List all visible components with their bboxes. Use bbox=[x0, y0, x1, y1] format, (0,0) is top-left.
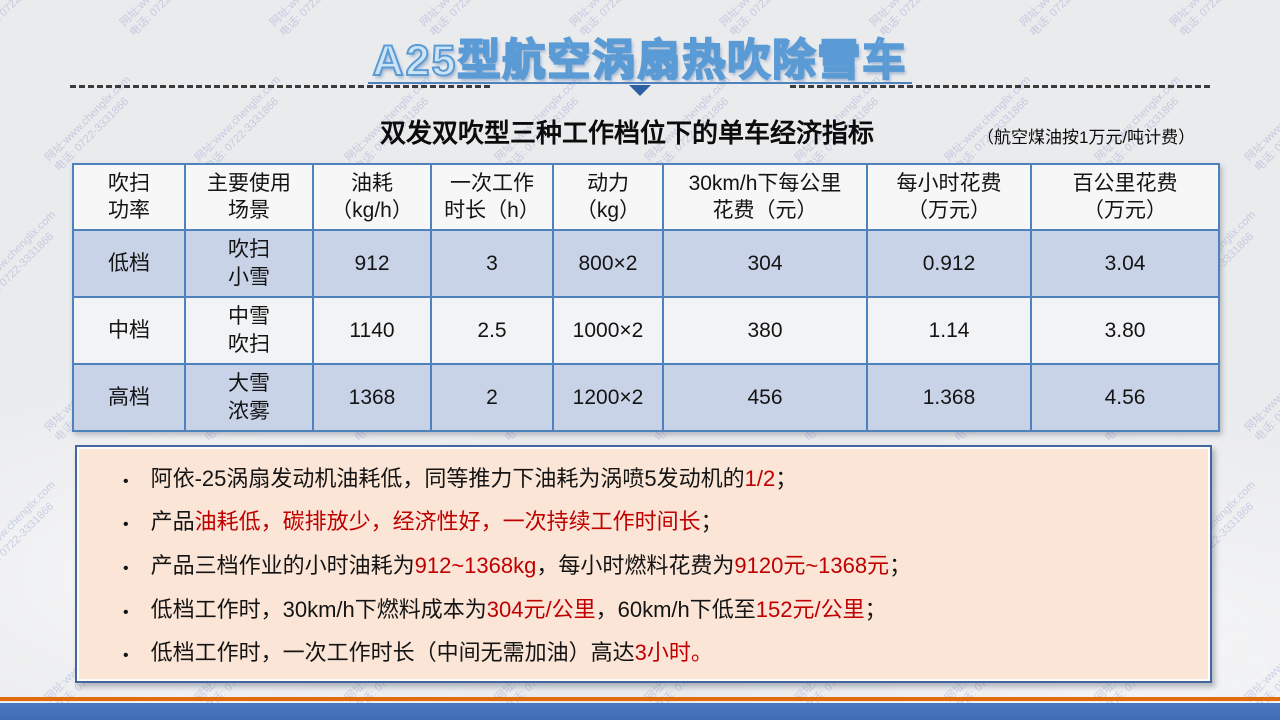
table-row-high: 高档 大雪 浓雾 1368 2 1200×2 456 1.368 4.56 bbox=[72, 363, 1220, 432]
footer-bar bbox=[0, 703, 1280, 720]
highlight-text: 9120元~1368元 bbox=[734, 552, 890, 578]
bullet-item: • 阿依-25涡扇发动机油耗低，同等推力下油耗为涡喷5发动机的1/2； bbox=[123, 461, 1184, 493]
title-underline bbox=[368, 82, 912, 84]
highlight-text: 油耗低，碳排放少，经济性好，一次持续工作时间长 bbox=[194, 509, 701, 535]
bullet-icon: • bbox=[123, 603, 129, 621]
col-header-fuel: 油耗 （kg/h） bbox=[312, 163, 432, 231]
bullet-text: 产品三档作业的小时油耗为912~1368kg，每小时燃料花费为9120元~136… bbox=[151, 548, 912, 580]
cell: 1200×2 bbox=[552, 363, 664, 432]
plain-text: ，60km/h下低至 bbox=[595, 596, 756, 622]
bullet-icon: • bbox=[123, 516, 129, 534]
plain-text: ； bbox=[775, 465, 798, 491]
table-caption-note: （航空煤油按1万元/吨计费） bbox=[977, 128, 1196, 147]
table-caption: 双发双吹型三种工作档位下的单车经济指标 bbox=[380, 118, 875, 148]
cell: 1.14 bbox=[866, 296, 1032, 365]
cell-cost-per-km: 304 bbox=[662, 229, 868, 298]
cell: 中档 bbox=[72, 296, 186, 365]
bullet-text: 低档工作时，30km/h下燃料成本为304元/公里，60km/h下低至152元/… bbox=[151, 592, 887, 624]
cell: 4.56 bbox=[1030, 363, 1220, 432]
cell: 1000×2 bbox=[552, 296, 664, 365]
triangle-down-icon bbox=[629, 85, 651, 96]
cell: 1140 bbox=[312, 296, 432, 365]
cell: 1368 bbox=[312, 363, 432, 432]
cell-cost-per-km: 456 bbox=[662, 363, 868, 432]
cell: 低档 bbox=[72, 229, 186, 298]
bullet-icon: • bbox=[123, 559, 129, 577]
dashed-divider-right bbox=[790, 85, 1210, 88]
bullet-icon: • bbox=[123, 647, 129, 665]
col-header-cost-per-km: 30km/h下每公里 花费（元） bbox=[662, 163, 868, 231]
cell: 3.04 bbox=[1030, 229, 1220, 298]
highlights-panel: • 阿依-25涡扇发动机油耗低，同等推力下油耗为涡喷5发动机的1/2； • 产品… bbox=[75, 445, 1212, 683]
highlight-text: 1/2 bbox=[744, 465, 776, 491]
plain-text: 低档工作时，30km/h下燃料成本为 bbox=[150, 596, 487, 622]
col-header-thrust: 动力 （kg） bbox=[552, 163, 664, 231]
bullet-text: 低档工作时，一次工作时长（中间无需加油）高达3小时。 bbox=[151, 635, 713, 667]
col-header-duration: 一次工作 时长（h） bbox=[430, 163, 554, 231]
cell: 2.5 bbox=[430, 296, 554, 365]
plain-text: 阿依-25涡扇发动机油耗低，同等推力下油耗为涡喷5发动机的 bbox=[150, 465, 745, 491]
table-header-row: 吹扫 功率 主要使用 场景 油耗 （kg/h） 一次工作 时长（h） 动力 （k… bbox=[72, 163, 1220, 231]
bullet-item: • 低档工作时，30km/h下燃料成本为304元/公里，60km/h下低至152… bbox=[123, 592, 1184, 624]
highlight-text: 152元/公里 bbox=[755, 596, 865, 622]
footer-accent-stripe bbox=[0, 697, 1280, 701]
cell: 大雪 浓雾 bbox=[184, 363, 314, 432]
plain-text: ，每小时燃料花费为 bbox=[536, 552, 735, 578]
bullet-text: 产品油耗低，碳排放少，经济性好，一次持续工作时间长； bbox=[151, 504, 723, 536]
economy-table: 吹扫 功率 主要使用 场景 油耗 （kg/h） 一次工作 时长（h） 动力 （k… bbox=[72, 163, 1220, 432]
table-row-low: 低档 吹扫 小雪 912 3 800×2 304 0.912 3.04 bbox=[72, 229, 1220, 298]
highlight-text: 。 bbox=[690, 640, 713, 666]
col-header-scene: 主要使用 场景 bbox=[184, 163, 314, 231]
cell: 2 bbox=[430, 363, 554, 432]
cell: 3.80 bbox=[1030, 296, 1220, 365]
bullet-item: • 产品三档作业的小时油耗为912~1368kg，每小时燃料花费为9120元~1… bbox=[123, 548, 1184, 580]
bullet-text: 阿依-25涡扇发动机油耗低，同等推力下油耗为涡喷5发动机的1/2； bbox=[151, 461, 798, 493]
dashed-divider-left bbox=[70, 85, 490, 88]
plain-text: 产品三档作业的小时油耗为 bbox=[150, 552, 415, 578]
plain-text: 低档工作时，一次工作时长（中间无需加油）高达 bbox=[150, 640, 635, 666]
plain-text: ； bbox=[889, 552, 912, 578]
highlight-text: 912~1368kg bbox=[414, 552, 537, 578]
highlight-text: 3小时 bbox=[634, 640, 691, 666]
cell: 3 bbox=[430, 229, 554, 298]
cell-cost-per-km: 380 bbox=[662, 296, 868, 365]
cell: 吹扫 小雪 bbox=[184, 229, 314, 298]
bullet-item: • 低档工作时，一次工作时长（中间无需加油）高达3小时。 bbox=[123, 635, 1184, 667]
cell: 高档 bbox=[72, 363, 186, 432]
cell: 1.368 bbox=[866, 363, 1032, 432]
cell: 中雪 吹扫 bbox=[184, 296, 314, 365]
cell: 800×2 bbox=[552, 229, 664, 298]
cell: 0.912 bbox=[866, 229, 1032, 298]
col-header-cost-per-hour: 每小时花费 （万元） bbox=[866, 163, 1032, 231]
bullet-icon: • bbox=[123, 472, 129, 490]
highlight-text: 304元/公里 bbox=[486, 596, 596, 622]
col-header-cost-per-100km: 百公里花费 （万元） bbox=[1030, 163, 1220, 231]
col-header-power: 吹扫 功率 bbox=[72, 163, 186, 231]
plain-text: 产品 bbox=[150, 509, 195, 535]
table-row-mid: 中档 中雪 吹扫 1140 2.5 1000×2 380 1.14 3.80 bbox=[72, 296, 1220, 365]
plain-text: ； bbox=[864, 596, 887, 622]
plain-text: ； bbox=[700, 509, 723, 535]
bullet-item: • 产品油耗低，碳排放少，经济性好，一次持续工作时间长； bbox=[123, 504, 1184, 536]
page-title: A25型航空涡扇热吹除雪车 bbox=[372, 36, 908, 86]
cell: 912 bbox=[312, 229, 432, 298]
